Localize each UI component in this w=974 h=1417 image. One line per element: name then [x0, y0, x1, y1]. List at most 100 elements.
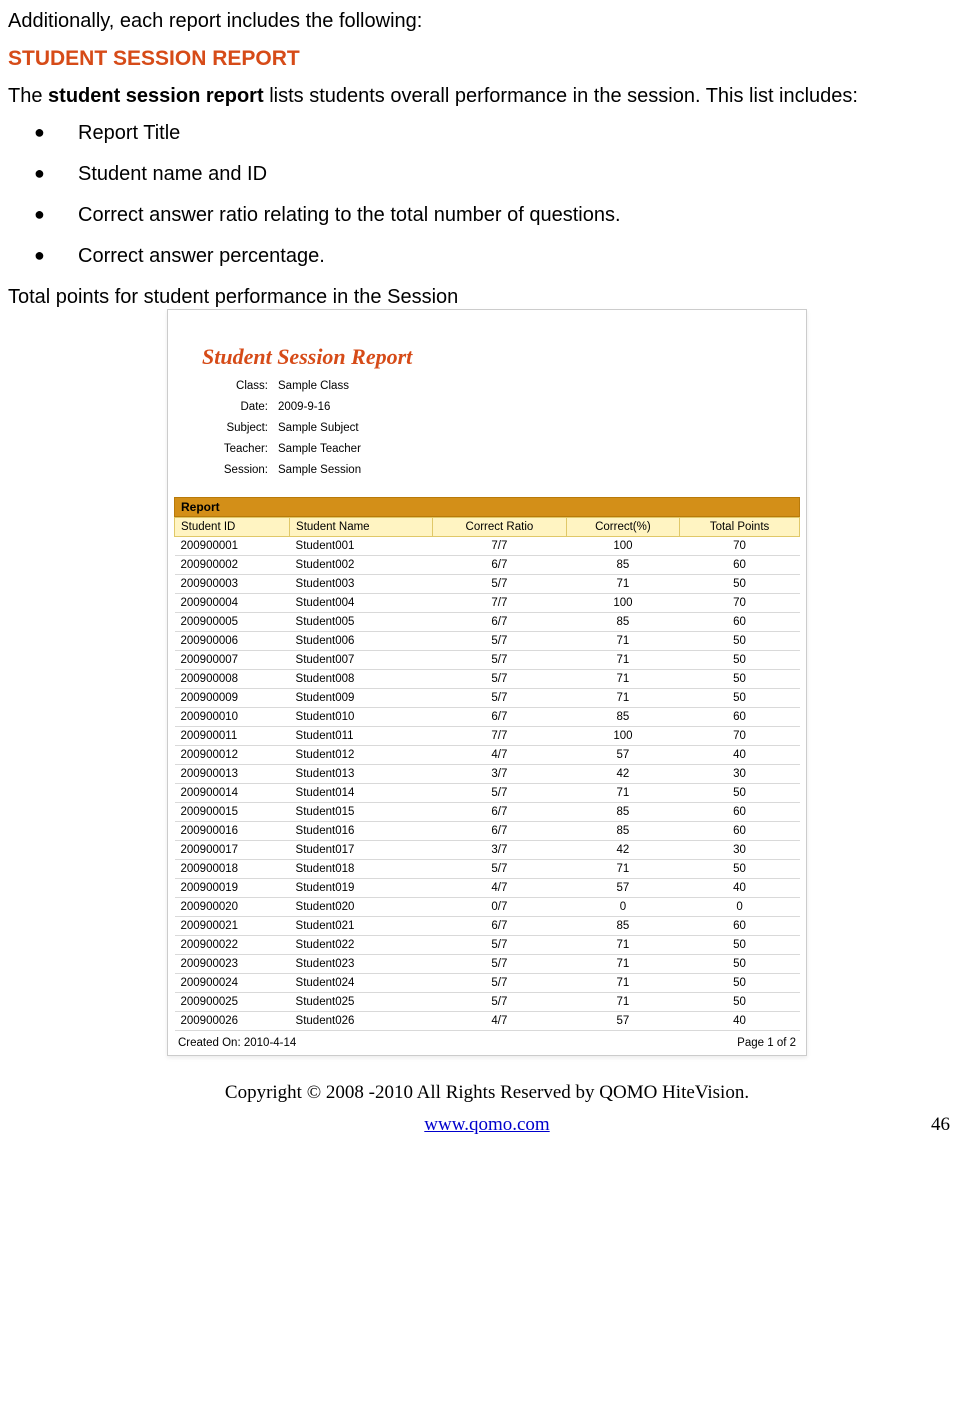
bullet-list: Report Title Student name and ID Correct…: [44, 122, 966, 268]
table-cell: 60: [680, 917, 800, 936]
table-cell: Student016: [290, 822, 433, 841]
table-cell: 71: [566, 993, 679, 1012]
table-row: 200900025Student0255/77150: [175, 993, 800, 1012]
table-cell: 30: [680, 765, 800, 784]
table-cell: 85: [566, 822, 679, 841]
table-cell: 70: [680, 537, 800, 556]
table-cell: 0: [566, 898, 679, 917]
table-cell: 3/7: [433, 765, 567, 784]
table-row: 200900012Student0124/75740: [175, 746, 800, 765]
table-cell: 50: [680, 651, 800, 670]
table-cell: 200900018: [175, 860, 290, 879]
table-cell: 7/7: [433, 727, 567, 746]
table-cell: 50: [680, 784, 800, 803]
table-cell: 50: [680, 689, 800, 708]
table-cell: Student017: [290, 841, 433, 860]
table-row: 200900019Student0194/75740: [175, 879, 800, 898]
table-row: 200900015Student0156/78560: [175, 803, 800, 822]
table-cell: 200900026: [175, 1012, 290, 1031]
table-cell: 60: [680, 708, 800, 727]
table-cell: 200900014: [175, 784, 290, 803]
table-row: 200900026Student0264/75740: [175, 1012, 800, 1031]
table-cell: 200900005: [175, 613, 290, 632]
table-cell: 50: [680, 955, 800, 974]
description-bold: student session report: [48, 85, 264, 107]
table-cell: 6/7: [433, 822, 567, 841]
table-cell: Student019: [290, 879, 433, 898]
table-cell: Student005: [290, 613, 433, 632]
table-row: 200900004Student0047/710070: [175, 594, 800, 613]
table-cell: 5/7: [433, 632, 567, 651]
table-cell: Student024: [290, 974, 433, 993]
document-body: Additionally, each report includes the f…: [0, 0, 974, 1136]
table-cell: 50: [680, 936, 800, 955]
table-row: 200900003Student0035/77150: [175, 575, 800, 594]
table-header-row: Student ID Student Name Correct Ratio Co…: [175, 518, 800, 537]
table-row: 200900013Student0133/74230: [175, 765, 800, 784]
table-cell: 7/7: [433, 537, 567, 556]
table-cell: Student004: [290, 594, 433, 613]
table-cell: Student022: [290, 936, 433, 955]
table-cell: 71: [566, 632, 679, 651]
table-row: 200900005Student0056/78560: [175, 613, 800, 632]
table-cell: 30: [680, 841, 800, 860]
table-cell: 5/7: [433, 936, 567, 955]
table-row: 200900006Student0065/77150: [175, 632, 800, 651]
table-cell: Student001: [290, 537, 433, 556]
table-cell: Student008: [290, 670, 433, 689]
table-cell: 5/7: [433, 689, 567, 708]
info-label: Subject:: [216, 422, 274, 434]
table-cell: 200900024: [175, 974, 290, 993]
table-cell: Student013: [290, 765, 433, 784]
info-row-teacher: Teacher: Sample Teacher: [216, 443, 800, 455]
table-cell: 200900004: [175, 594, 290, 613]
table-cell: 200900023: [175, 955, 290, 974]
report-band: Report: [174, 497, 800, 517]
table-cell: 200900012: [175, 746, 290, 765]
table-cell: 5/7: [433, 955, 567, 974]
table-row: 200900009Student0095/77150: [175, 689, 800, 708]
report-screenshot: Student Session Report Class: Sample Cla…: [167, 309, 807, 1056]
created-on: Created On: 2010-4-14: [178, 1037, 296, 1049]
info-label: Class:: [216, 380, 274, 392]
table-cell: 200900003: [175, 575, 290, 594]
table-cell: Student021: [290, 917, 433, 936]
table-cell: Student012: [290, 746, 433, 765]
table-cell: Student006: [290, 632, 433, 651]
table-row: 200900007Student0075/77150: [175, 651, 800, 670]
table-cell: 5/7: [433, 974, 567, 993]
table-cell: 71: [566, 784, 679, 803]
footer-link[interactable]: www.qomo.com: [424, 1114, 549, 1136]
info-value: Sample Subject: [274, 422, 359, 434]
table-cell: 200900010: [175, 708, 290, 727]
table-row: 200900020Student0200/700: [175, 898, 800, 917]
table-cell: 85: [566, 708, 679, 727]
section-heading: STUDENT SESSION REPORT: [8, 47, 966, 71]
description-prefix: The: [8, 85, 48, 107]
table-cell: Student009: [290, 689, 433, 708]
table-cell: 5/7: [433, 670, 567, 689]
created-on-label: Created On:: [178, 1037, 241, 1049]
report-title: Student Session Report: [174, 316, 800, 380]
table-cell: Student003: [290, 575, 433, 594]
table-row: 200900008Student0085/77150: [175, 670, 800, 689]
col-header: Total Points: [680, 518, 800, 537]
description-text: The student session report lists student…: [8, 85, 966, 108]
table-cell: 5/7: [433, 651, 567, 670]
report-info-block: Class: Sample Class Date: 2009-9-16 Subj…: [174, 380, 800, 497]
table-cell: 6/7: [433, 803, 567, 822]
table-cell: 85: [566, 803, 679, 822]
table-cell: 0: [680, 898, 800, 917]
table-cell: 200900007: [175, 651, 290, 670]
created-on-value: 2010-4-14: [244, 1037, 296, 1049]
table-cell: 5/7: [433, 575, 567, 594]
table-cell: 6/7: [433, 708, 567, 727]
table-row: 200900001Student0017/710070: [175, 537, 800, 556]
table-cell: 5/7: [433, 860, 567, 879]
intro-text: Additionally, each report includes the f…: [8, 10, 966, 33]
table-cell: Student018: [290, 860, 433, 879]
table-cell: 200900015: [175, 803, 290, 822]
col-header: Correct(%): [566, 518, 679, 537]
table-cell: 5/7: [433, 993, 567, 1012]
table-row: 200900017Student0173/74230: [175, 841, 800, 860]
